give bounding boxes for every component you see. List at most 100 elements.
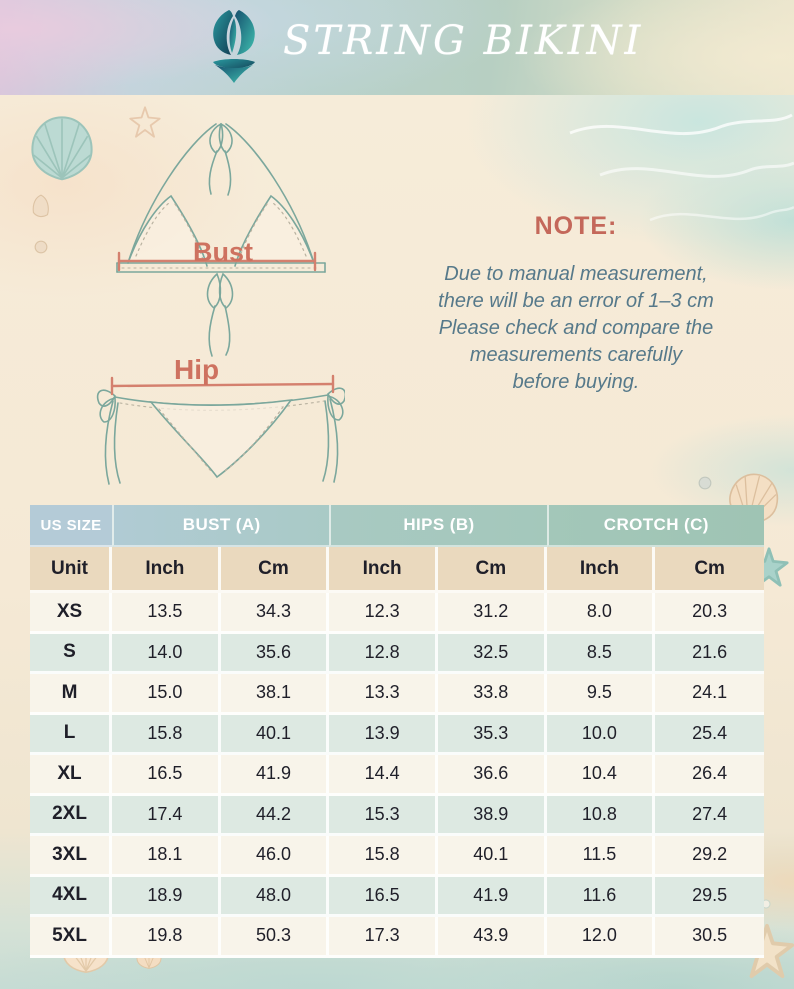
table-cell: 16.5: [329, 876, 438, 917]
table-cell: 13.3: [329, 674, 438, 715]
size-label: XL: [30, 755, 113, 796]
table-cell: 15.0: [112, 674, 221, 715]
table-cell: 40.1: [437, 836, 547, 877]
size-table: US SIZE BUST (A) HIPS (B) CROTCH (C) Uni…: [30, 505, 764, 958]
table-cell: 29.2: [655, 836, 764, 877]
table-cell: 16.5: [112, 755, 221, 796]
unit-label: Inch: [546, 547, 656, 593]
header-bust: BUST (A): [112, 505, 330, 547]
table-cell: 36.6: [437, 755, 547, 796]
page-title: STRING BIKINI: [283, 18, 644, 64]
size-label: M: [30, 674, 113, 715]
table-row: XL 16.5 41.9 14.4 36.6 10.4 26.4: [30, 755, 764, 796]
note-heading: NOTE:: [534, 212, 618, 240]
table-cell: 13.5: [112, 593, 221, 634]
table-cell: 15.8: [112, 714, 221, 755]
teal-shell-icon: [31, 116, 93, 181]
table-cell: 33.8: [437, 674, 547, 715]
table-unit-row: Unit Inch Cm Inch Cm Inch Cm: [30, 547, 764, 593]
note-line: Due to manual measurement,: [444, 263, 708, 285]
pebble-shell-icon: [32, 194, 49, 218]
bikini-logo-icon: [213, 10, 255, 83]
header-crotch: CROTCH (C): [546, 505, 764, 547]
table-row: 5XL 19.8 50.3 17.3 43.9 12.0 30.5: [30, 917, 764, 958]
table-cell: 10.0: [546, 714, 656, 755]
size-table-body: XS 13.5 34.3 12.3 31.2 8.0 20.3 S 14.0 35.6 12.8 32…: [30, 593, 764, 958]
pebble-icon: [698, 476, 712, 490]
table-cell: 11.5: [546, 836, 656, 877]
table-cell: 10.8: [546, 795, 656, 836]
table-cell: 24.1: [655, 674, 764, 715]
table-cell: 8.5: [546, 633, 656, 674]
table-cell: 34.3: [220, 593, 330, 634]
note-block: NOTE: Due to manual measurement, there w…: [408, 212, 744, 396]
table-cell: 14.0: [112, 633, 221, 674]
table-cell: 18.1: [112, 836, 221, 877]
note-line: measurements carefully: [469, 344, 683, 366]
table-cell: 50.3: [220, 917, 330, 958]
note-line: before buying.: [512, 371, 640, 393]
table-cell: 18.9: [112, 876, 221, 917]
size-label: S: [30, 633, 113, 674]
bust-label: Bust: [193, 237, 253, 267]
table-cell: 41.9: [220, 755, 330, 796]
bikini-diagram: [96, 122, 345, 485]
table-group-header-row: US SIZE BUST (A) HIPS (B) CROTCH (C): [30, 505, 764, 547]
table-row: 2XL 17.4 44.2 15.3 38.9 10.8 27.4: [30, 795, 764, 836]
header-hips: HIPS (B): [329, 505, 547, 547]
table-cell: 44.2: [220, 795, 330, 836]
unit-label: Inch: [112, 547, 221, 593]
table-cell: 10.4: [546, 755, 656, 796]
table-cell: 30.5: [655, 917, 764, 958]
table-cell: 19.8: [112, 917, 221, 958]
table-cell: 26.4: [655, 755, 764, 796]
unit-label: Cm: [437, 547, 547, 593]
size-label: 4XL: [30, 876, 113, 917]
table-cell: 29.5: [655, 876, 764, 917]
table-cell: 8.0: [546, 593, 656, 634]
size-label: 3XL: [30, 836, 113, 877]
table-cell: 38.1: [220, 674, 330, 715]
table-cell: 46.0: [220, 836, 330, 877]
table-row: M 15.0 38.1 13.3 33.8 9.5 24.1: [30, 674, 764, 715]
table-cell: 12.8: [329, 633, 438, 674]
unit-label: Cm: [655, 547, 764, 593]
size-label: L: [30, 714, 113, 755]
unit-label: Inch: [329, 547, 438, 593]
note-line: Please check and compare the: [438, 317, 714, 339]
table-cell: 12.0: [546, 917, 656, 958]
table-cell: 25.4: [655, 714, 764, 755]
table-row: XS 13.5 34.3 12.3 31.2 8.0 20.3: [30, 593, 764, 634]
table-cell: 14.4: [329, 755, 438, 796]
hip-label: Hip: [174, 354, 220, 385]
size-label: 2XL: [30, 795, 113, 836]
table-cell: 31.2: [437, 593, 547, 634]
table-cell: 17.3: [329, 917, 438, 958]
header-band: STRING BIKINI: [0, 0, 794, 95]
table-cell: 43.9: [437, 917, 547, 958]
table-cell: 41.9: [437, 876, 547, 917]
header-us-size: US SIZE: [30, 505, 113, 547]
table-cell: 13.9: [329, 714, 438, 755]
table-cell: 11.6: [546, 876, 656, 917]
table-cell: 40.1: [220, 714, 330, 755]
note-line: there will be an error of 1–3 cm: [438, 290, 714, 312]
table-cell: 9.5: [546, 674, 656, 715]
table-row: S 14.0 35.6 12.8 32.5 8.5 21.6: [30, 633, 764, 674]
table-row: 3XL 18.1 46.0 15.8 40.1 11.5 29.2: [30, 836, 764, 877]
table-cell: 35.3: [437, 714, 547, 755]
table-cell: 15.3: [329, 795, 438, 836]
table-cell: 32.5: [437, 633, 547, 674]
pebble-icon: [34, 240, 48, 254]
size-label: XS: [30, 593, 113, 634]
table-cell: 21.6: [655, 633, 764, 674]
table-cell: 27.4: [655, 795, 764, 836]
table-cell: 20.3: [655, 593, 764, 634]
measurement-lines: [110, 251, 335, 396]
unit-label: Cm: [220, 547, 330, 593]
table-row: 4XL 18.9 48.0 16.5 41.9 11.6 29.5: [30, 876, 764, 917]
table-cell: 38.9: [437, 795, 547, 836]
table-cell: 12.3: [329, 593, 438, 634]
table-row: L 15.8 40.1 13.9 35.3 10.0 25.4: [30, 714, 764, 755]
